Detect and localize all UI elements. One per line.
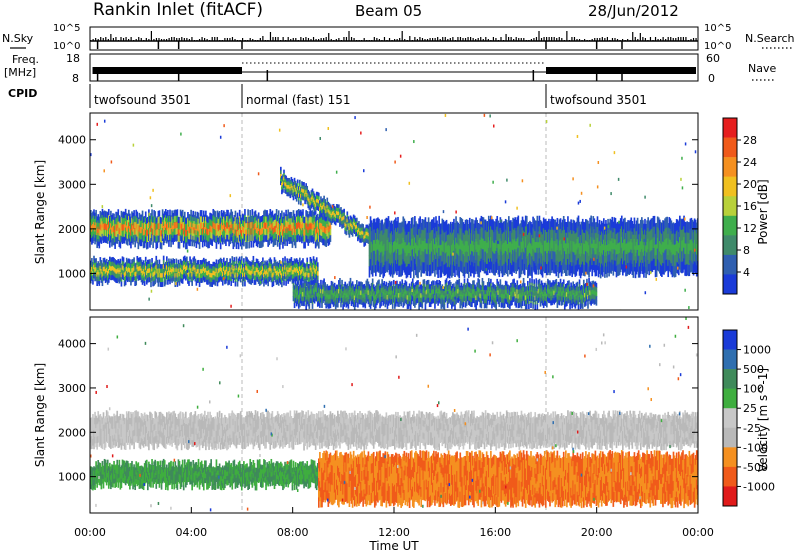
colorbar-tick-label: -500 bbox=[743, 461, 768, 474]
power-colorbar: 28 24 20 16 12 8 4 bbox=[722, 117, 757, 295]
colorbar-tick-label: -100 bbox=[743, 441, 768, 454]
colorbar-tick-label: -25 bbox=[743, 422, 761, 435]
power-panel: 1000 2000 3000 4000 Slant Range [km] bbox=[33, 112, 699, 311]
echo-region-green-low-band bbox=[90, 458, 319, 491]
colorbar-tick-label: -1000 bbox=[743, 480, 775, 493]
y-tick-label: 3000 bbox=[58, 382, 86, 395]
nsearch-label: N.Search bbox=[745, 32, 795, 45]
echo-region-lower-band bbox=[90, 255, 319, 288]
velocity-colorbar: 1000 500 100 25 -25 -100 -500 -1000 bbox=[722, 329, 775, 507]
colorbar-tick-label: 12 bbox=[743, 222, 757, 235]
x-tick-label: 20:00 bbox=[581, 526, 613, 539]
echo-region-ground-near bbox=[292, 277, 598, 310]
cpid-segment-label: normal (fast) 151 bbox=[246, 93, 350, 107]
colorbar-tick-label: 100 bbox=[743, 383, 764, 396]
nsky-label: N.Sky bbox=[2, 32, 34, 45]
colorbar-tick-label: 20 bbox=[743, 178, 757, 191]
echo-region-late-band bbox=[368, 215, 698, 279]
freq-panel: 18 8 60 0 bbox=[66, 52, 720, 85]
nave-tick-bottom: 0 bbox=[708, 72, 715, 85]
colorbar-tick-label: 500 bbox=[743, 363, 764, 376]
nsky-panel: 10^5 10^0 10^5 10^0 bbox=[53, 23, 731, 52]
echo-region-orange-late-band bbox=[318, 450, 698, 509]
colorbar-tick-label: 8 bbox=[743, 244, 750, 257]
x-tick-label: 16:00 bbox=[479, 526, 511, 539]
date-label: 28/Jun/2012 bbox=[588, 2, 679, 20]
freq-label-1: Freq. bbox=[12, 53, 39, 66]
y-tick-label: 3000 bbox=[58, 178, 86, 191]
y-tick-label: 2000 bbox=[58, 223, 86, 236]
cpid-segment-label: twofsound 3501 bbox=[550, 93, 647, 107]
y-tick-label: 4000 bbox=[58, 338, 86, 351]
y-tick-label: 1000 bbox=[58, 471, 86, 484]
x-tick-label: 04:00 bbox=[175, 526, 207, 539]
colorbar-tick-label: 25 bbox=[743, 402, 757, 415]
x-tick-label: 12:00 bbox=[378, 526, 410, 539]
nsearch-tick-top: 10^5 bbox=[704, 23, 731, 34]
velocity-colorbar-label: Velocity [m s^-1] bbox=[756, 368, 770, 472]
echo-region-main-echo-band bbox=[90, 208, 332, 250]
velocity-panel: 1000 2000 3000 4000 00:00 04:00 08:00 12:00 16:… bbox=[33, 316, 714, 553]
beam-label: Beam 05 bbox=[355, 2, 422, 20]
y-tick-label: 1000 bbox=[58, 267, 86, 280]
y-tick-label: 2000 bbox=[58, 426, 86, 439]
x-tick-label: 08:00 bbox=[277, 526, 309, 539]
nsearch-tick-bottom: 10^0 bbox=[704, 41, 731, 52]
colorbar-tick-label: 24 bbox=[743, 156, 757, 169]
cpid-row: twofsound 3501 normal (fast) 151 twofsound… bbox=[89, 84, 647, 108]
velocity-ylabel: Slant Range [km] bbox=[33, 363, 47, 467]
nave-label: Nave bbox=[748, 62, 776, 75]
echo-region-rising-arc bbox=[280, 166, 370, 247]
freq-label-2: [MHz] bbox=[4, 66, 36, 79]
power-colorbar-label: Power [dB] bbox=[756, 179, 770, 244]
cpid-label: CPID bbox=[8, 87, 37, 100]
nsky-tick-bottom: 10^0 bbox=[53, 41, 80, 52]
cpid-segment-label: twofsound 3501 bbox=[94, 93, 191, 107]
x-tick-label: 00:00 bbox=[74, 526, 106, 539]
colorbar-tick-label: 28 bbox=[743, 134, 757, 147]
nsky-tick-top: 10^5 bbox=[53, 23, 80, 34]
time-axis-label: Time UT bbox=[368, 539, 419, 553]
nave-tick-top: 60 bbox=[706, 52, 720, 65]
x-tick-label: 00:00 bbox=[682, 526, 714, 539]
y-tick-label: 4000 bbox=[58, 134, 86, 147]
freq-tick-bottom: 8 bbox=[72, 72, 79, 85]
echo-region-grey-ground-band bbox=[90, 410, 698, 451]
colorbar-tick-label: 16 bbox=[743, 200, 757, 213]
station-title: Rankin Inlet (fitACF) bbox=[93, 0, 263, 20]
freq-tick-top: 18 bbox=[66, 52, 80, 65]
colorbar-tick-label: 4 bbox=[743, 266, 750, 279]
power-ylabel: Slant Range [km] bbox=[33, 160, 47, 264]
colorbar-tick-label: 1000 bbox=[743, 344, 771, 357]
